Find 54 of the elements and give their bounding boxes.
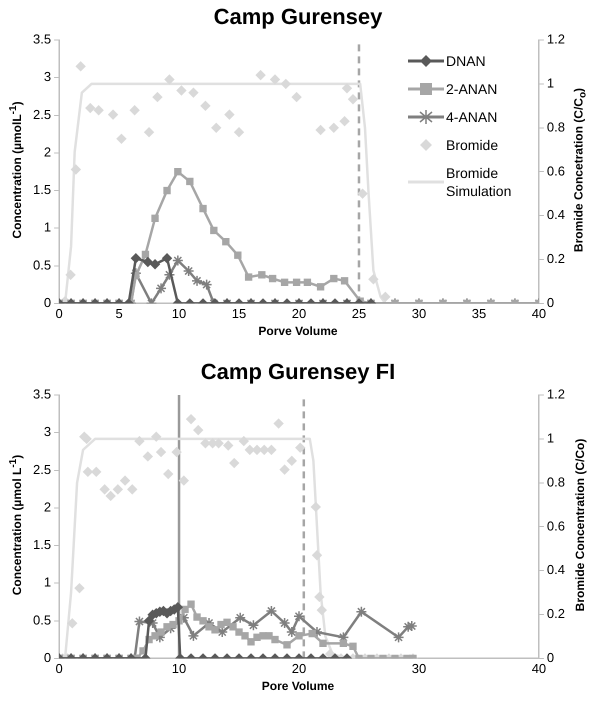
y-tick-label: 3 [44,69,52,84]
x-tick-label: 30 [412,306,426,321]
y-tick-label: 0.5 [32,612,52,628]
y-tick-label: 1 [44,574,52,590]
chart-title: Camp Gurensey [212,4,384,30]
y-tick-label: 1 [44,220,52,235]
y2-tick-label: 0.6 [546,163,566,178]
y2-tick-label: 0.2 [546,606,566,622]
y2-tick-label: 0.4 [546,207,566,222]
y-tick-label: 2.5 [32,462,52,477]
legend-label: 4-ANAN [446,108,498,126]
y-tick-label: 2 [44,499,52,514]
x-tick-label: 40 [532,306,546,321]
y-tick-label: 3.5 [32,32,52,47]
x-tick-label: 15 [232,306,246,321]
x-tick-label: 35 [472,306,486,321]
x-tick-label: 0 [55,660,63,676]
y-tick-label: 3.5 [32,386,52,402]
y2-tick-label: 1.2 [546,32,566,47]
x-tick-label: 25 [352,306,366,321]
chart-title: Camp Gurensey FI [200,359,396,385]
y2-tick-label: 1 [546,430,554,446]
x-axis-title: Porve Volume [257,324,339,338]
y2-tick-label: 1 [546,75,554,90]
legend-label: 2-ANAN [446,80,498,98]
x-tick-label: 5 [115,306,123,321]
y2-tick-label: 0.6 [546,518,566,534]
x-tick-label: 20 [292,306,306,321]
legend-label: Bromide Simulation [446,164,512,200]
x-tick-label: 40 [532,660,546,676]
y-tick-label: 1.5 [32,537,52,552]
y-tick-label: 0.5 [32,257,52,272]
y-tick-label: 0 [44,294,52,310]
y2-tick-label: 1.2 [546,386,566,402]
y2-tick-label: 0.4 [546,562,566,578]
x-tick-label: 10 [172,660,186,676]
x-tick-label: 0 [55,306,63,321]
y2-axis-title: Bromide Concentration (C/Co) [573,438,587,612]
y2-tick-label: 0.2 [546,251,566,266]
y-tick-label: 1.5 [32,182,52,198]
x-tick-label: 30 [412,660,426,676]
y2-tick-label: 0.8 [546,474,566,490]
y2-tick-label: 0 [546,650,554,665]
x-axis-title: Pore Volume [260,679,336,693]
x-tick-label: 20 [292,660,306,676]
x-tick-label: 10 [172,306,186,321]
y2-tick-label: 0 [546,294,554,310]
y-tick-label: 3 [44,424,52,440]
y-tick-label: 2 [44,144,52,160]
y-tick-label: 2.5 [32,106,52,122]
legend-label: Bromide [446,136,498,154]
legend-label: DNAN [446,52,486,70]
y2-tick-label: 0.8 [546,119,566,134]
y-tick-label: 0 [44,650,52,665]
